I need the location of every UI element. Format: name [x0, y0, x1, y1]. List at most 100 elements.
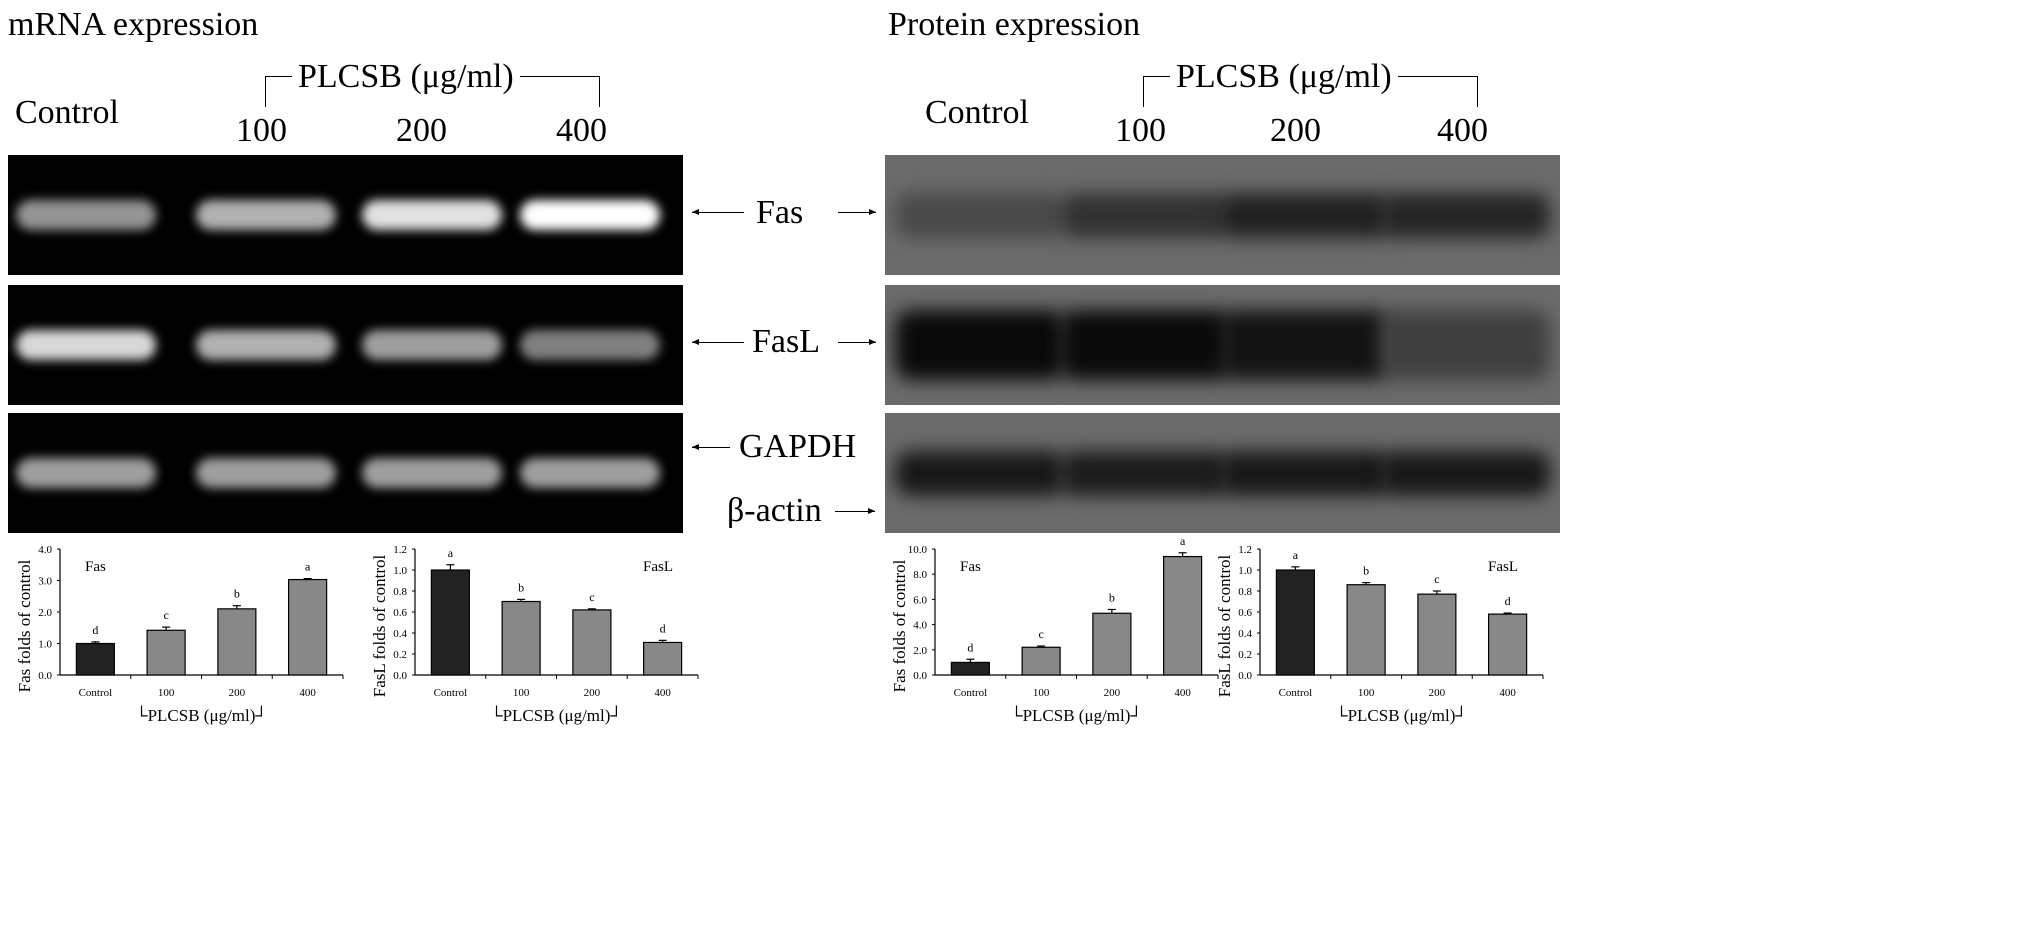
- chart-title: Fas: [85, 559, 106, 575]
- x-tick-label: 100: [1358, 687, 1375, 699]
- significance-letter: c: [1038, 627, 1043, 641]
- bar: [75, 642, 115, 676]
- protein-fas-bar-chart: 0.0 2.0 4.0 6.0 8.0 10.0 d Control c 100 b 200 a 400 └…: [890, 534, 1219, 725]
- chart-title: FasL: [643, 559, 673, 575]
- band: [196, 330, 336, 360]
- gapdh-label: GAPDH: [739, 428, 857, 465]
- arrow-right-icon: [835, 508, 875, 514]
- significance-letter: a: [448, 546, 454, 560]
- y-tick-label: 4.0: [38, 544, 52, 556]
- x-tick-label: Control: [954, 687, 988, 699]
- y-axis-label: Fas folds of control: [15, 559, 34, 692]
- y-axis-label: Fas folds of control: [890, 559, 909, 692]
- band: [520, 330, 660, 360]
- x-tick-label: Control: [79, 687, 113, 699]
- mrna-fas-gel: [8, 155, 683, 275]
- band: [362, 458, 502, 488]
- bar: [1163, 555, 1203, 676]
- y-tick-label: 4.0: [913, 620, 927, 632]
- protein-dose-200: 200: [1270, 112, 1321, 149]
- significance-letter: b: [1109, 590, 1115, 604]
- band: [1380, 450, 1550, 496]
- x-tick-label: 400: [1174, 687, 1191, 699]
- x-tick-label: 200: [229, 687, 246, 699]
- protein-fas-blot: [885, 155, 1560, 275]
- fasl-label: FasL: [752, 323, 820, 360]
- y-tick-label: 6.0: [913, 594, 927, 606]
- arrow-left-icon: [692, 209, 744, 215]
- band: [895, 310, 1065, 380]
- y-tick-label: 1.0: [38, 639, 52, 651]
- bar: [1021, 646, 1061, 676]
- mrna-fas-bar-chart: 0.0 1.0 2.0 3.0 4.0 d Control c 100 b 200 a 400 └PLCS…: [15, 544, 344, 725]
- y-tick-label: 3.0: [38, 576, 52, 588]
- mrna-dose-400: 400: [556, 112, 607, 149]
- y-tick-label: 2.0: [913, 645, 927, 657]
- y-tick-label: 0.0: [913, 670, 927, 682]
- band: [16, 330, 156, 360]
- bar: [572, 609, 612, 676]
- band: [1060, 192, 1230, 238]
- y-tick-label: 0.4: [393, 628, 407, 640]
- bar: [217, 608, 257, 676]
- bar: [146, 629, 186, 676]
- x-axis-label: └PLCSB (μg/ml)┘: [1011, 705, 1143, 725]
- band: [196, 200, 336, 230]
- mrna-fasl-gel: [8, 285, 683, 405]
- protein-dose-400: 400: [1437, 112, 1488, 149]
- significance-letter: b: [1363, 564, 1369, 578]
- mrna-fasl-bar-chart: 0.0 0.2 0.4 0.6 0.8 1.0 1.2 a Control b 100 c 200 d 40…: [370, 544, 699, 725]
- significance-letter: c: [589, 590, 594, 604]
- bar: [430, 569, 470, 676]
- chart-title: Fas: [960, 559, 981, 575]
- significance-letter: d: [1505, 594, 1511, 608]
- band: [1060, 310, 1230, 380]
- band: [16, 200, 156, 230]
- arrow-right-icon: [838, 339, 876, 345]
- significance-letter: a: [1180, 534, 1186, 548]
- y-tick-label: 0.0: [38, 670, 52, 682]
- y-tick-label: 0.8: [1238, 586, 1252, 598]
- mrna-dose-100: 100: [236, 112, 287, 149]
- band: [1220, 450, 1390, 496]
- significance-letter: a: [1293, 548, 1299, 562]
- significance-letter: a: [305, 560, 311, 574]
- y-tick-label: 10.0: [908, 544, 928, 556]
- x-axis-label: └PLCSB (μg/ml)┘: [491, 705, 623, 725]
- y-tick-label: 0.6: [1238, 607, 1252, 619]
- y-tick-label: 1.0: [393, 565, 407, 577]
- chart-title: FasL: [1488, 559, 1518, 575]
- significance-letter: c: [163, 608, 168, 622]
- protein-fasl-blot: [885, 285, 1560, 405]
- mrna-title: mRNA expression: [8, 6, 259, 43]
- fas-label: Fas: [756, 194, 804, 231]
- protein-fasl-bar-chart: 0.0 0.2 0.4 0.6 0.8 1.0 1.2 a Control b 100 c 200 d 40…: [1215, 544, 1544, 725]
- y-tick-label: 1.0: [1238, 565, 1252, 577]
- bar: [501, 600, 541, 676]
- y-tick-label: 1.2: [393, 544, 407, 556]
- bar: [643, 641, 683, 676]
- bar: [1275, 569, 1315, 676]
- x-axis-label: └PLCSB (μg/ml)┘: [1336, 705, 1468, 725]
- y-tick-label: 1.2: [1238, 544, 1252, 556]
- x-tick-label: 400: [654, 687, 671, 699]
- band: [196, 458, 336, 488]
- x-tick-label: Control: [434, 687, 468, 699]
- bar: [288, 578, 328, 676]
- y-axis-label: FasL folds of control: [1215, 555, 1234, 698]
- y-axis-label: FasL folds of control: [370, 555, 389, 698]
- band: [1380, 192, 1550, 238]
- x-tick-label: 100: [158, 687, 175, 699]
- x-tick-label: 400: [1499, 687, 1516, 699]
- y-tick-label: 0.2: [1238, 649, 1252, 661]
- band: [362, 200, 502, 230]
- y-tick-label: 0.6: [393, 607, 407, 619]
- bar: [1488, 613, 1528, 676]
- x-tick-label: 100: [1033, 687, 1050, 699]
- bar: [1092, 612, 1132, 676]
- x-tick-label: 100: [513, 687, 530, 699]
- band: [895, 450, 1065, 496]
- protein-bactin-blot: [885, 413, 1560, 533]
- band: [520, 200, 660, 230]
